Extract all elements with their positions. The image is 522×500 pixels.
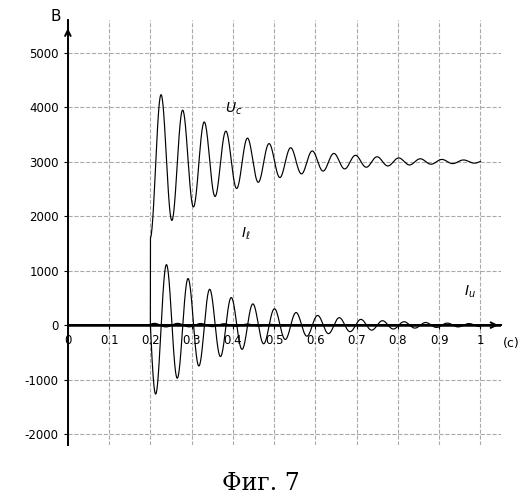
Text: I$_u$: I$_u$ [464,283,476,300]
Text: (с): (с) [503,337,520,350]
Text: В: В [50,10,61,24]
Text: I$_\ell$: I$_\ell$ [241,226,251,242]
Text: U$_c$: U$_c$ [224,100,242,117]
Text: Фиг. 7: Фиг. 7 [222,472,300,495]
